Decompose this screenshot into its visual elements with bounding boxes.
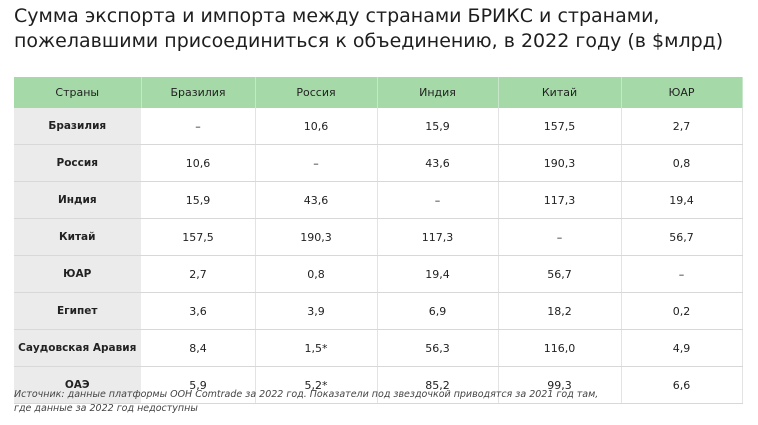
column-header: ЮАР	[621, 77, 743, 108]
table-cell: 3,6	[141, 292, 256, 330]
column-header: Бразилия	[141, 77, 256, 108]
table-cell: 4,9	[621, 329, 743, 367]
table-cell: 0,8	[255, 255, 378, 293]
table-row: Египет 3,6 3,9 6,9 18,2 0,2	[14, 292, 743, 330]
row-header: Россия	[14, 144, 142, 182]
table-cell: 10,6	[255, 108, 378, 145]
table-cell: 15,9	[141, 181, 256, 219]
table-cell: –	[141, 108, 256, 145]
row-header: Египет	[14, 292, 142, 330]
table-cell: 190,3	[498, 144, 622, 182]
table-cell: –	[377, 181, 499, 219]
table-cell: 43,6	[377, 144, 499, 182]
table-cell: 5,9	[141, 366, 256, 404]
table-cell: 8,4	[141, 329, 256, 367]
header-row: Страны Бразилия Россия Индия Китай ЮАР	[14, 77, 743, 108]
table-cell: 18,2	[498, 292, 622, 330]
column-header: Страны	[14, 77, 142, 108]
table-cell: 117,3	[498, 181, 622, 219]
table-cell: 0,2	[621, 292, 743, 330]
table-cell: 157,5	[498, 108, 622, 145]
table-cell: 56,7	[621, 218, 743, 256]
footnote-line: Источник: данные платформы ООН Comtrade …	[14, 389, 599, 400]
table-cell: 5,2*	[255, 366, 378, 404]
row-header: Индия	[14, 181, 142, 219]
table-row: ЮАР 2,7 0,8 19,4 56,7–	[14, 255, 743, 293]
row-header: ОАЭ	[14, 366, 142, 404]
table-cell: 6,6	[621, 366, 743, 404]
title-line: пожелавшими присоединиться к объединению…	[14, 30, 724, 52]
table-row: Россия 10,6–43,6 190,3 0,8	[14, 144, 743, 182]
table-cell: 19,4	[621, 181, 743, 219]
table-cell: 190,3	[255, 218, 378, 256]
column-header: Китай	[498, 77, 622, 108]
column-header: Россия	[255, 77, 378, 108]
data-table: Страны Бразилия Россия Индия Китай ЮАР Бразил…	[14, 77, 743, 404]
table-cell: –	[621, 255, 743, 293]
table-row: Бразилия –10,6 15,9 157,5 2,7	[14, 108, 743, 145]
row-header: Саудовская Аравия	[14, 329, 142, 367]
column-header: Индия	[377, 77, 499, 108]
table-cell: 2,7	[621, 108, 743, 145]
table-cell: 56,7	[498, 255, 622, 293]
row-header: ЮАР	[14, 255, 142, 293]
table-cell: 43,6	[255, 181, 378, 219]
row-header: Бразилия	[14, 108, 142, 145]
title-line: Сумма экспорта и импорта между странами …	[14, 5, 660, 27]
table-row: Китай 157,5 190,3 117,3–56,7	[14, 218, 743, 256]
table-cell: 6,9	[377, 292, 499, 330]
table-cell: 56,3	[377, 329, 499, 367]
table-body: Бразилия –10,6 15,9 157,5 2,7 Россия 10,6–43,6…	[14, 108, 743, 404]
table-cell: 157,5	[141, 218, 256, 256]
table-row: ОАЭ 5,9 5,2* 85,2 99,3 6,6	[14, 366, 743, 404]
table-cell: 85,2	[377, 366, 499, 404]
title: Сумма экспорта и импорта между странами …	[14, 4, 723, 54]
table-row: Саудовская Аравия 8,4 1,5* 56,3 116,0 4,9	[14, 329, 743, 367]
table-cell: 117,3	[377, 218, 499, 256]
table-cell: 19,4	[377, 255, 499, 293]
table-cell: –	[498, 218, 622, 256]
table-cell: 1,5*	[255, 329, 378, 367]
table-cell: 116,0	[498, 329, 622, 367]
table-cell: 2,7	[141, 255, 256, 293]
footnote-line: где данные за 2022 год недоступны	[14, 403, 198, 414]
footnote: Источник: данные платформы ООН Comtrade …	[14, 388, 598, 416]
table-cell: 0,8	[621, 144, 743, 182]
table-cell: 10,6	[141, 144, 256, 182]
table-cell: –	[255, 144, 378, 182]
row-header: Китай	[14, 218, 142, 256]
table-cell: 99,3	[498, 366, 622, 404]
table-cell: 15,9	[377, 108, 499, 145]
table-row: Индия 15,9 43,6–117,3 19,4	[14, 181, 743, 219]
table-cell: 3,9	[255, 292, 378, 330]
